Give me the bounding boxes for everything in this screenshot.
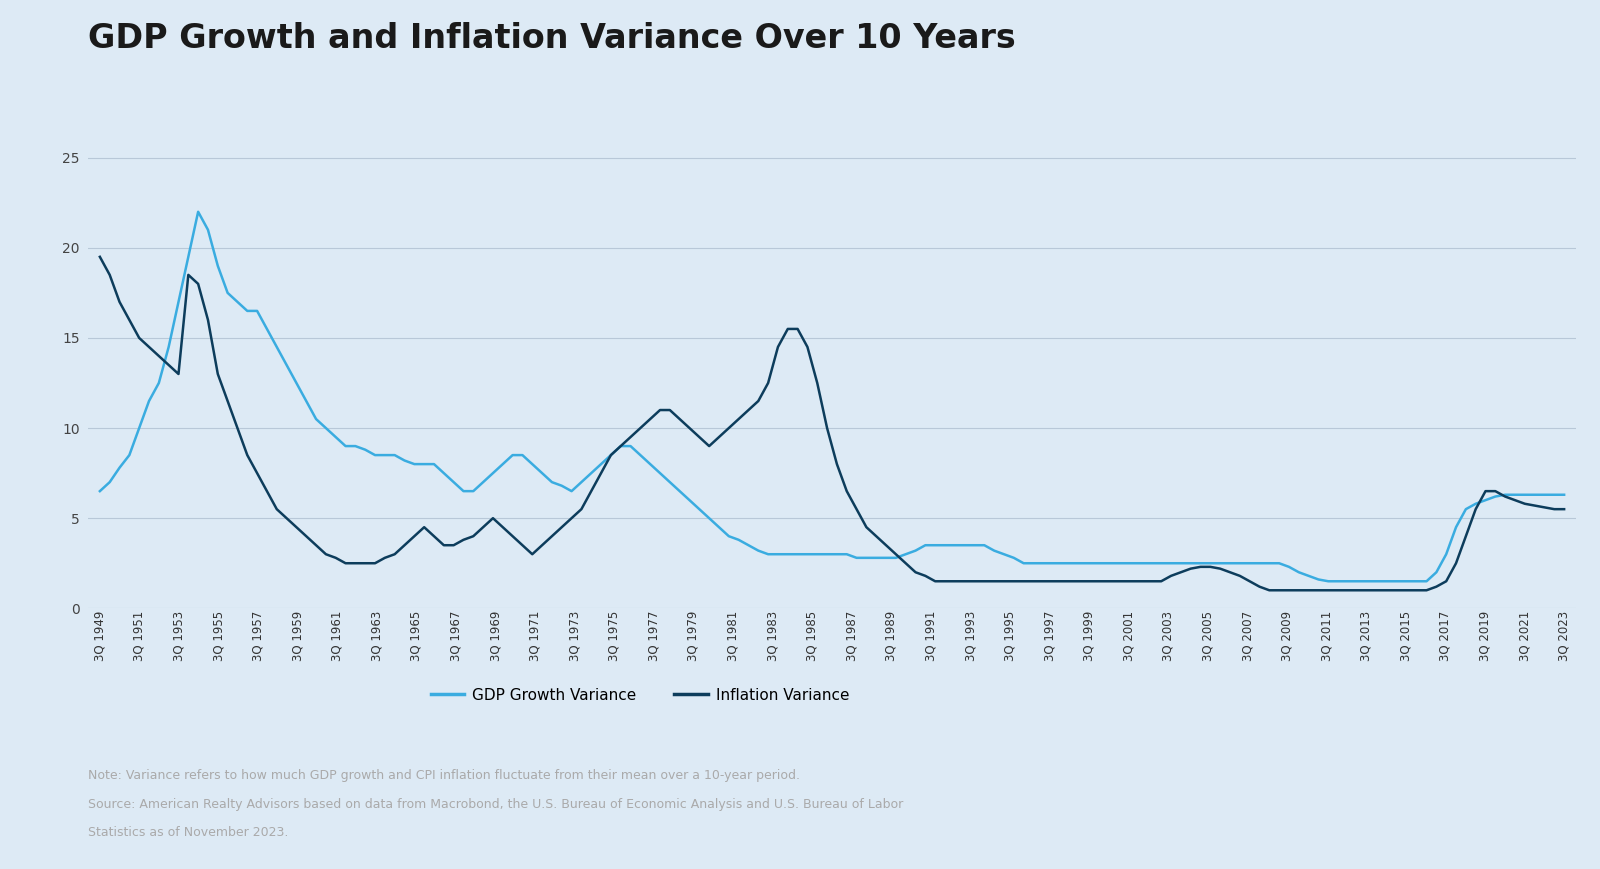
Inflation Variance <box>571 504 590 514</box>
Inflation Variance <box>1102 576 1122 587</box>
GDP Growth Variance <box>680 495 699 506</box>
GDP Growth Variance <box>925 540 944 550</box>
Inflation Variance <box>90 252 109 262</box>
GDP Growth Variance <box>582 468 602 478</box>
Inflation Variance <box>1309 585 1328 595</box>
Inflation Variance <box>915 571 934 581</box>
Text: Note: Variance refers to how much GDP growth and CPI inflation fluctuate from th: Note: Variance refers to how much GDP gr… <box>88 769 800 782</box>
Text: GDP Growth and Inflation Variance Over 10 Years: GDP Growth and Inflation Variance Over 1… <box>88 22 1016 55</box>
GDP Growth Variance <box>1318 576 1338 587</box>
Legend: GDP Growth Variance, Inflation Variance: GDP Growth Variance, Inflation Variance <box>424 682 856 709</box>
GDP Growth Variance <box>867 553 886 563</box>
Text: Statistics as of November 2023.: Statistics as of November 2023. <box>88 826 288 839</box>
Line: Inflation Variance: Inflation Variance <box>99 257 1565 590</box>
GDP Growth Variance <box>1309 574 1328 585</box>
Inflation Variance <box>1555 504 1574 514</box>
GDP Growth Variance <box>90 486 109 496</box>
Inflation Variance <box>856 522 875 533</box>
Text: Source: American Realty Advisors based on data from Macrobond, the U.S. Bureau o: Source: American Realty Advisors based o… <box>88 798 904 811</box>
Inflation Variance <box>670 414 690 424</box>
GDP Growth Variance <box>189 207 208 217</box>
Line: GDP Growth Variance: GDP Growth Variance <box>99 212 1565 581</box>
Inflation Variance <box>1259 585 1278 595</box>
GDP Growth Variance <box>1555 489 1574 500</box>
GDP Growth Variance <box>1112 558 1131 568</box>
